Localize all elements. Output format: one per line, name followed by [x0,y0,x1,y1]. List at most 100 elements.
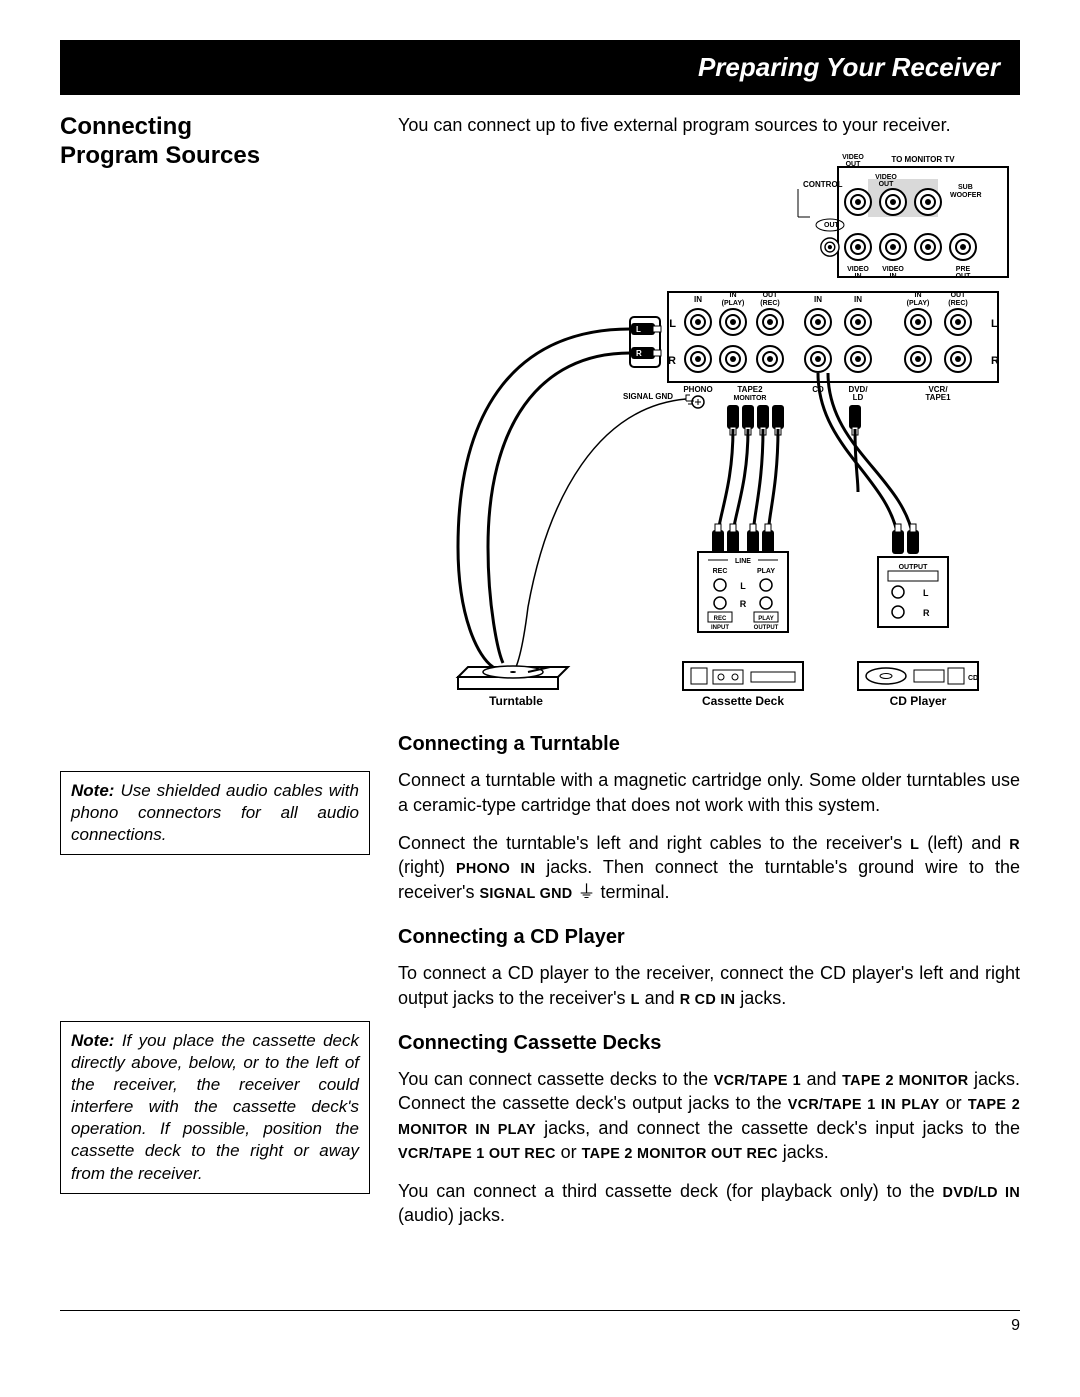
turntable-para-1: Connect a turntable with a magnetic cart… [398,768,1020,817]
svg-text:CD: CD [968,675,978,682]
svg-text:OUT: OUT [824,222,840,229]
note-label: Note: [71,1031,114,1050]
jack-label: R [1009,837,1020,853]
svg-text:L: L [923,588,929,598]
section-title-line2: Program Sources [60,142,260,169]
svg-text:SIGNAL GND: SIGNAL GND [623,392,673,401]
text: and [801,1069,842,1089]
text: jacks. [778,1142,829,1162]
cassette-para-2: You can connect a third cassette deck (f… [398,1179,1020,1228]
svg-text:OUT: OUT [846,161,862,168]
svg-text:IN: IN [730,292,737,299]
svg-text:Cassette Deck: Cassette Deck [702,694,784,707]
text: Connect the turntable's left and right c… [398,833,910,853]
jack-label: L [631,992,640,1008]
svg-text:Turntable: Turntable [489,694,543,707]
svg-text:WOOFER: WOOFER [950,192,982,199]
svg-text:R: R [668,355,676,367]
svg-text:VIDEO: VIDEO [842,154,864,161]
svg-text:IN: IN [694,295,702,304]
svg-text:IN: IN [890,273,897,280]
jack-label: TAPE 2 MONITOR OUT REC [582,1146,778,1162]
svg-text:CD Player: CD Player [890,694,947,707]
text: or [940,1093,968,1113]
jack-label: VCR/TAPE 1 [714,1073,801,1089]
text: (left) and [919,833,1009,853]
svg-text:L: L [636,325,641,334]
left-column: Connecting Program Sources Note: Use shi… [60,113,370,1241]
text: ⏚ terminal. [572,882,669,902]
svg-text:R: R [923,608,930,618]
svg-text:IN: IN [855,273,862,280]
text: (audio) jacks. [398,1205,505,1225]
svg-text:REC: REC [714,616,727,622]
svg-text:OUT: OUT [951,292,967,299]
svg-text:OUT: OUT [879,181,895,188]
cd-para-1: To connect a CD player to the receiver, … [398,961,1020,1010]
svg-text:R: R [991,355,999,367]
note-box-cassette-placement: Note: If you place the cassette deck dir… [60,1021,370,1194]
text: You can connect cassette decks to the [398,1069,714,1089]
subheading-cd: Connecting a CD Player [398,924,1020,951]
jack-label: L [910,837,919,853]
note-text: If you place the cassette deck directly … [71,1031,359,1183]
svg-text:INPUT: INPUT [711,625,729,631]
page-number: 9 [1011,1317,1020,1334]
page-banner: Preparing Your Receiver [60,40,1020,95]
svg-text:IN: IN [915,292,922,299]
jack-label: PHONO IN [456,861,535,877]
jack-label: VCR/TAPE 1 IN PLAY [788,1097,940,1113]
svg-text:L: L [740,581,746,591]
svg-text:MONITOR: MONITOR [734,395,767,402]
svg-text:IN: IN [814,295,822,304]
section-title-line1: Connecting [60,113,192,140]
svg-text:IN: IN [854,295,862,304]
jack-label: VCR/TAPE 1 OUT REC [398,1146,556,1162]
svg-text:(REC): (REC) [760,300,779,307]
text: and [640,988,680,1008]
text: You can connect a third cassette deck (f… [398,1181,943,1201]
intro-text: You can connect up to five external prog… [398,113,1020,137]
jack-label: DVD/LD IN [943,1185,1020,1201]
svg-text:PHONO: PHONO [683,385,712,394]
svg-text:VIDEO: VIDEO [875,174,897,181]
svg-text:TAPE2: TAPE2 [737,385,763,394]
text: (right) [398,857,456,877]
svg-text:SUB: SUB [958,184,973,191]
two-column-layout: Connecting Program Sources Note: Use shi… [60,113,1020,1241]
note-text: Use shielded audio cables with phono con… [71,781,359,844]
svg-text:(PLAY): (PLAY) [907,300,930,307]
turntable-para-2: Connect the turntable's left and right c… [398,831,1020,904]
jack-label: SIGNAL GND [479,886,572,902]
section-title: Connecting Program Sources [60,113,370,171]
subheading-cassette: Connecting Cassette Decks [398,1030,1020,1057]
spacer [60,181,370,771]
svg-text:LINE: LINE [735,558,751,565]
svg-text:OUT: OUT [956,273,972,280]
svg-text:OUTPUT: OUTPUT [899,564,929,571]
page-footer: 9 [60,1310,1020,1337]
svg-text:OUTPUT: OUTPUT [754,625,779,631]
svg-text:PRE: PRE [956,266,971,273]
svg-text:R: R [636,349,642,358]
svg-text:VIDEO: VIDEO [847,266,869,273]
svg-text:CONTROL: CONTROL [803,180,843,189]
connection-diagram: VIDEO OUT TO MONITOR TV VIDEO OUT SUB WO… [398,147,1020,707]
note-box-audio-cables: Note: Use shielded audio cables with pho… [60,771,370,855]
svg-text:OUT: OUT [763,292,779,299]
svg-text:REC: REC [713,568,728,575]
svg-text:PLAY: PLAY [758,616,773,622]
svg-text:L: L [991,318,998,330]
svg-text:(PLAY): (PLAY) [722,300,745,307]
text: or [556,1142,582,1162]
subheading-turntable: Connecting a Turntable [398,731,1020,758]
svg-text:TO MONITOR TV: TO MONITOR TV [891,155,955,164]
svg-text:TAPE1: TAPE1 [925,393,951,402]
svg-text:LD: LD [853,393,864,402]
jack-label: TAPE 2 MONITOR [842,1073,968,1089]
spacer [60,869,370,1021]
right-column: You can connect up to five external prog… [398,113,1020,1241]
svg-text:VIDEO: VIDEO [882,266,904,273]
text: jacks, and connect the cassette deck's i… [536,1118,1020,1138]
svg-text:R: R [740,599,747,609]
